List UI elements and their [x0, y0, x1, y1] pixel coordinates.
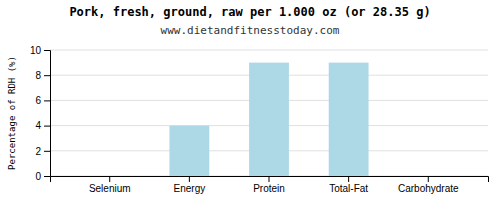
- grid: [50, 50, 488, 176]
- tick: Carbohydrate: [398, 176, 459, 194]
- tick-label: Energy: [174, 183, 206, 194]
- tick: Protein: [253, 176, 285, 194]
- axis-line: [44, 51, 51, 177]
- tick: Total-Fat: [329, 176, 368, 194]
- bar: [90, 176, 130, 177]
- tick: 8: [35, 70, 50, 81]
- tick-label: 8: [35, 70, 41, 81]
- bars: [169, 63, 368, 176]
- y-axis: 0 2 4 6 8 10: [30, 45, 51, 182]
- bar: [169, 126, 209, 176]
- chart: Pork, fresh, ground, raw per 1.000 oz (o…: [0, 0, 500, 200]
- tick-label: 0: [35, 171, 41, 182]
- tick-label: 2: [35, 146, 41, 157]
- tick: 0: [35, 171, 50, 182]
- tick: 4: [35, 120, 50, 131]
- tick-label: Total-Fat: [329, 183, 368, 194]
- tick-mark: [44, 151, 50, 152]
- tick-mark: [44, 75, 50, 76]
- bar: [329, 63, 369, 176]
- tick-mark: [44, 50, 50, 51]
- bar: [408, 176, 448, 177]
- tick-label: 4: [35, 120, 41, 131]
- tick-label: 6: [35, 95, 41, 106]
- tick: 2: [35, 146, 50, 157]
- tick-mark: [44, 176, 50, 177]
- title: Pork, fresh, ground, raw per 1.000 oz (o…: [69, 5, 430, 19]
- tick-label: Carbohydrate: [398, 183, 459, 194]
- tick: 10: [30, 45, 50, 56]
- tick-label: Selenium: [89, 183, 131, 194]
- subtitle: www.dietandfitnesstoday.com: [161, 24, 340, 37]
- grid-line: [50, 50, 488, 51]
- tick: Energy: [174, 176, 206, 194]
- axis-line: [51, 177, 489, 183]
- tick-mark: [189, 176, 190, 182]
- tick-mark: [44, 126, 50, 127]
- tick-mark: [348, 176, 349, 182]
- tick-label: 10: [30, 45, 42, 56]
- plot: Selenium Energy Protein Total-Fat Carbohydra…: [30, 45, 489, 194]
- tick-mark: [428, 176, 429, 182]
- tick-mark: [109, 176, 110, 182]
- tick-mark: [44, 100, 50, 101]
- bar: [249, 63, 289, 176]
- tick-label: Protein: [253, 183, 285, 194]
- tick: 6: [35, 95, 50, 106]
- tick: Selenium: [89, 176, 131, 194]
- tick-mark: [269, 176, 270, 182]
- y-axis-title: Percentage of RDH (%): [7, 56, 17, 170]
- x-axis: Selenium Energy Protein Total-Fat Carbohydra…: [51, 176, 489, 194]
